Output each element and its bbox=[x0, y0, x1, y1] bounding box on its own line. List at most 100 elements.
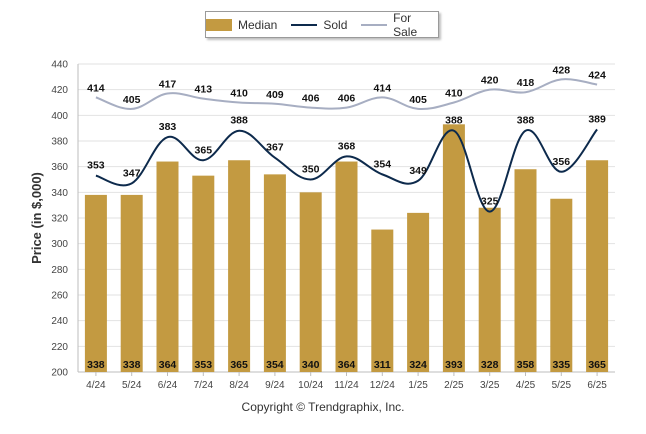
median-bar bbox=[407, 212, 430, 372]
sold-data-label: 367 bbox=[266, 142, 284, 154]
sold-line bbox=[95, 128, 598, 213]
y-tick-label: 260 bbox=[51, 291, 68, 302]
median-data-label: 393 bbox=[445, 359, 463, 371]
legend-for-sale-label: For Sale bbox=[393, 10, 418, 39]
for-sale-data-label: 414 bbox=[87, 82, 105, 94]
x-tick-label: 5/24 bbox=[122, 380, 142, 391]
median-bar bbox=[335, 161, 358, 372]
for-sale-data-label: 410 bbox=[445, 88, 463, 100]
x-tick-label: 9/24 bbox=[265, 380, 285, 391]
median-bar bbox=[156, 161, 179, 372]
median-data-label: 365 bbox=[230, 359, 248, 371]
copyright-text: Copyright © Trendgraphix, Inc. bbox=[241, 400, 405, 414]
legend-item-median: Median bbox=[206, 18, 277, 32]
x-tick-label: 11/24 bbox=[334, 380, 359, 391]
x-tick-label: 3/25 bbox=[480, 380, 500, 391]
median-data-label: 364 bbox=[338, 359, 356, 371]
y-axis-title: Price (in $,000) bbox=[29, 172, 44, 264]
x-tick-label: 6/25 bbox=[587, 380, 607, 391]
sold-data-label: 347 bbox=[123, 167, 141, 179]
legend-median-label: Median bbox=[238, 17, 278, 32]
for-sale-data-label: 424 bbox=[588, 70, 606, 82]
sold-data-label: 356 bbox=[553, 156, 571, 168]
sold-data-label: 388 bbox=[517, 115, 535, 127]
y-tick-label: 240 bbox=[51, 316, 68, 327]
median-bar bbox=[586, 160, 609, 372]
median-bar bbox=[371, 229, 394, 372]
median-data-label: 354 bbox=[266, 359, 284, 371]
sold-data-label: 353 bbox=[87, 160, 105, 172]
sold-swatch bbox=[291, 23, 318, 26]
x-tick-label: 10/24 bbox=[298, 380, 323, 391]
y-tick-label: 340 bbox=[51, 188, 68, 199]
y-tick-label: 320 bbox=[51, 214, 68, 225]
sold-data-label: 354 bbox=[374, 158, 392, 170]
for-sale-data-label: 420 bbox=[481, 75, 499, 87]
for-sale-swatch bbox=[361, 23, 388, 26]
median-bar bbox=[263, 174, 286, 372]
for-sale-data-label: 410 bbox=[230, 88, 248, 100]
for-sale-data-label: 428 bbox=[553, 64, 571, 76]
for-sale-data-label: 417 bbox=[159, 79, 177, 91]
median-bar bbox=[478, 207, 501, 372]
median-data-label: 328 bbox=[481, 359, 499, 371]
median-bar bbox=[192, 175, 215, 372]
median-bar bbox=[299, 192, 322, 372]
median-data-label: 338 bbox=[87, 359, 105, 371]
x-tick-label: 4/24 bbox=[86, 380, 106, 391]
median-bar bbox=[228, 160, 251, 372]
legend: Median Sold For Sale bbox=[205, 11, 439, 39]
median-data-label: 365 bbox=[588, 359, 606, 371]
median-bar bbox=[442, 124, 465, 372]
y-tick-label: 360 bbox=[51, 162, 68, 173]
sold-data-label: 388 bbox=[230, 115, 248, 127]
sold-data-label: 350 bbox=[302, 164, 320, 176]
legend-sold-label: Sold bbox=[323, 17, 348, 32]
legend-item-sold: Sold bbox=[291, 18, 347, 32]
median-bar bbox=[550, 198, 573, 372]
legend-item-for-sale: For Sale bbox=[361, 11, 438, 39]
y-tick-label: 380 bbox=[51, 137, 68, 148]
sold-data-label: 325 bbox=[481, 196, 499, 208]
median-data-label: 338 bbox=[123, 359, 141, 371]
y-tick-label: 280 bbox=[51, 265, 68, 276]
x-tick-label: 4/25 bbox=[516, 380, 536, 391]
y-tick-label: 200 bbox=[51, 368, 68, 379]
for-sale-data-label: 413 bbox=[195, 84, 213, 96]
x-tick-label: 12/24 bbox=[370, 380, 395, 391]
median-data-label: 335 bbox=[553, 359, 571, 371]
for-sale-data-label: 405 bbox=[409, 94, 427, 106]
x-tick-label: 1/25 bbox=[408, 380, 428, 391]
for-sale-data-label: 414 bbox=[374, 82, 392, 94]
for-sale-data-label: 406 bbox=[302, 93, 320, 105]
for-sale-data-label: 406 bbox=[338, 93, 356, 105]
median-data-label: 364 bbox=[159, 359, 177, 371]
sold-data-label: 368 bbox=[338, 140, 356, 152]
median-data-label: 324 bbox=[409, 359, 427, 371]
y-tick-label: 400 bbox=[51, 111, 68, 122]
sold-data-label: 383 bbox=[159, 121, 177, 133]
for-sale-data-label: 418 bbox=[517, 77, 535, 89]
median-bar bbox=[120, 194, 143, 372]
median-data-label: 311 bbox=[374, 359, 391, 371]
median-bar bbox=[514, 169, 537, 372]
plot-area: 200 220 240 260 280 300 320 340 360 380 400 420 440 P… bbox=[29, 60, 615, 391]
y-tick-label: 220 bbox=[51, 342, 68, 353]
x-tick-label: 5/25 bbox=[552, 380, 572, 391]
for-sale-data-label: 405 bbox=[123, 94, 141, 106]
y-tick-label: 300 bbox=[51, 239, 68, 250]
sold-data-label: 365 bbox=[195, 144, 213, 156]
sold-data-label: 388 bbox=[445, 115, 463, 127]
x-tick-label: 2/25 bbox=[444, 380, 464, 391]
x-tick-label: 8/24 bbox=[229, 380, 249, 391]
y-tick-label: 420 bbox=[51, 85, 68, 96]
for-sale-line bbox=[95, 78, 598, 111]
for-sale-data-label: 409 bbox=[266, 89, 284, 101]
median-data-label: 358 bbox=[517, 359, 535, 371]
x-tick-label: 6/24 bbox=[158, 380, 178, 391]
median-data-label: 353 bbox=[195, 359, 213, 371]
median-swatch bbox=[206, 18, 232, 31]
x-tick-label: 7/24 bbox=[194, 380, 214, 391]
y-tick-label: 440 bbox=[51, 60, 68, 71]
